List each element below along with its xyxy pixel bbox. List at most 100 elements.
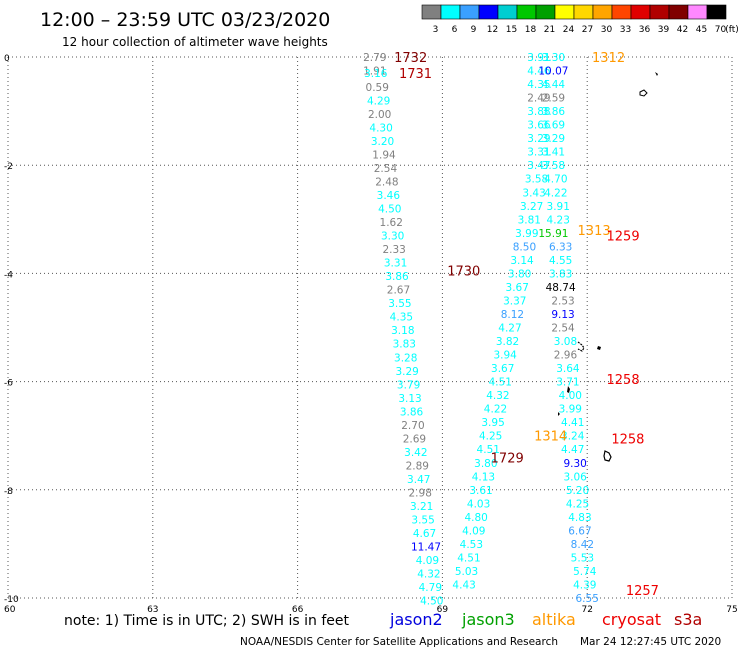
swh-value-jason2: 3.66 bbox=[527, 120, 551, 132]
swh-value-s3a: 4.50 bbox=[420, 596, 443, 608]
y-tick-label: -10 bbox=[4, 595, 19, 605]
swh-value-cryosat: 4.39 bbox=[573, 579, 596, 591]
colorbar-swatch bbox=[497, 4, 518, 20]
colorbar-tick-label: 33 bbox=[620, 25, 631, 35]
legend-entry-jason2: jason2 bbox=[389, 610, 443, 629]
swh-value-jason2: 4.25 bbox=[479, 431, 502, 443]
swh-value-cryosat: 3.71 bbox=[556, 377, 579, 389]
pass-time-label: 1259 bbox=[607, 230, 640, 245]
swh-value-cryosat: 4.47 bbox=[561, 444, 584, 456]
colorbar-swatch bbox=[611, 4, 632, 20]
colorbar-swatch bbox=[668, 4, 689, 20]
swh-value-s3a: 4.30 bbox=[369, 122, 392, 134]
swh-value-jason2: 3.43 bbox=[522, 187, 545, 199]
swh-value-cryosat: 3.24 bbox=[561, 431, 585, 443]
swh-value-jason2: 3.81 bbox=[518, 214, 541, 226]
colorbar-tick-label: 15 bbox=[506, 25, 517, 35]
swh-value-jason2: 4.13 bbox=[472, 471, 495, 483]
swh-value-jason2: 3.67 bbox=[506, 282, 529, 294]
swh-value-jason2: 3.31 bbox=[527, 147, 550, 159]
swh-value-jason2: 4.46 bbox=[527, 66, 551, 78]
colorbar-tick-label: 24 bbox=[563, 25, 575, 35]
credit-line: NOAA/NESDIS Center for Satellite Applica… bbox=[240, 636, 558, 648]
colorbar-tick-label: 36 bbox=[639, 25, 651, 35]
swh-value-cryosat: 10.07 bbox=[538, 66, 568, 78]
swh-value-s3a: 2.67 bbox=[387, 285, 410, 297]
colorbar-swatch bbox=[554, 4, 575, 20]
wave-height-points: 2.79 1.913.16 0.594.29 2.004.30 3.201.94 2.54… bbox=[363, 52, 599, 608]
y-tick-label: 0 bbox=[4, 54, 10, 64]
swh-value-jason2: 4.35 bbox=[527, 79, 550, 91]
swh-value-s3a: 3.30 bbox=[381, 231, 404, 243]
swh-value-cryosat: 3.86 bbox=[542, 106, 566, 118]
colorbar-swatch bbox=[592, 4, 613, 20]
swh-value-s3a: 3.18 bbox=[391, 325, 414, 337]
swh-value-s3a: 3.29 bbox=[395, 366, 418, 378]
swh-value-s3a: 3.21 bbox=[410, 501, 433, 513]
swh-value-cryosat: 3.58 bbox=[542, 160, 565, 172]
x-tick-label: 75 bbox=[726, 605, 737, 615]
swh-value-s3a: 0.59 bbox=[366, 82, 389, 94]
swh-value-cryosat: 2.59 bbox=[542, 93, 565, 105]
swh-value-cryosat: 3.64 bbox=[556, 363, 580, 375]
swh-value-jason2: 3.47 bbox=[527, 160, 550, 172]
swh-value-jason2: 3.67 bbox=[491, 363, 514, 375]
swh-value-jason2: 4.22 bbox=[484, 404, 507, 416]
colorbar-swatch bbox=[706, 4, 727, 20]
swh-value-s3a: 3.55 bbox=[411, 515, 434, 527]
colorbar-swatch bbox=[516, 4, 537, 20]
pass-time-label: 1729 bbox=[491, 451, 524, 466]
swh-value-cryosat: 3.69 bbox=[542, 120, 565, 132]
swh-value-jason2: 3.82 bbox=[496, 336, 519, 348]
swh-value-s3a: 1.94 bbox=[372, 149, 396, 161]
swh-value-cryosat: 3.30 bbox=[542, 52, 565, 64]
x-tick-label: 72 bbox=[581, 605, 592, 615]
swh-value-s3a: 3.28 bbox=[394, 352, 417, 364]
swh-value-jason2: 4.43 bbox=[452, 579, 475, 591]
swh-value-jason2: 5.03 bbox=[455, 566, 478, 578]
colorbar-tick-label: 45 bbox=[696, 25, 707, 35]
swh-value-s3a: 3.47 bbox=[407, 474, 430, 486]
y-tick-label: -2 bbox=[4, 162, 13, 172]
pass-time-label: 1312 bbox=[592, 51, 625, 66]
swh-value-s3a: 3.13 bbox=[398, 393, 421, 405]
swh-value-cryosat: 3.99 bbox=[559, 404, 582, 416]
swh-value-cryosat: 3.91 bbox=[547, 201, 570, 213]
colorbar-tick-label: 18 bbox=[525, 25, 537, 35]
pass-time-label: 1731 bbox=[399, 67, 432, 82]
colorbar-tick-label: 30 bbox=[601, 25, 613, 35]
colorbar-tick-label: 70 bbox=[715, 25, 727, 35]
swh-value-s3a: 2.89 bbox=[406, 460, 429, 472]
swh-value-s3a: 2.48 bbox=[375, 176, 398, 188]
swh-value-s3a: 2.33 bbox=[382, 244, 405, 256]
coastline-islands bbox=[558, 72, 658, 462]
x-tick-label: 66 bbox=[292, 605, 304, 615]
swh-value-jason2: 3.91 bbox=[527, 52, 550, 64]
swh-value-s3a: 3.46 bbox=[377, 190, 401, 202]
swh-value-jason2: 3.80 bbox=[474, 458, 497, 470]
swh-value-jason2: 3.14 bbox=[510, 255, 534, 267]
colorbar-swatch bbox=[421, 4, 442, 20]
swh-value-jason2: 3.61 bbox=[469, 485, 492, 497]
swh-value-jason2: 4.03 bbox=[467, 498, 490, 510]
swh-value-cryosat: 4.41 bbox=[561, 417, 584, 429]
swh-value-cryosat: 9.30 bbox=[563, 458, 586, 470]
swh-value-cryosat: 4.22 bbox=[544, 187, 567, 199]
colorbar-tick-label: 9 bbox=[471, 25, 477, 35]
swh-value-s3a: 4.35 bbox=[390, 312, 413, 324]
pass-time-label: 1258 bbox=[607, 373, 640, 388]
swh-value-cryosat: 4.25 bbox=[566, 498, 589, 510]
swh-value-jason2: 4.80 bbox=[464, 512, 487, 524]
colorbar-swatch bbox=[687, 4, 708, 20]
swh-value-s3a: 2.00 bbox=[368, 109, 391, 121]
swh-value-cryosat: 15.91 bbox=[538, 228, 568, 240]
swh-value-s3a: 4.50 bbox=[378, 203, 401, 215]
swh-value-s3a: 3.55 bbox=[388, 298, 411, 310]
swh-value-s3a: 11.47 bbox=[411, 542, 441, 554]
swh-value-s3a: 4.79 bbox=[419, 582, 442, 594]
swh-value-s3a: 3.16 bbox=[364, 68, 388, 80]
colorbar-tick-label: 21 bbox=[544, 25, 555, 35]
swh-value-s3a: 1.91 bbox=[363, 66, 386, 78]
swh-value-s3a: 4.29 bbox=[367, 95, 390, 107]
